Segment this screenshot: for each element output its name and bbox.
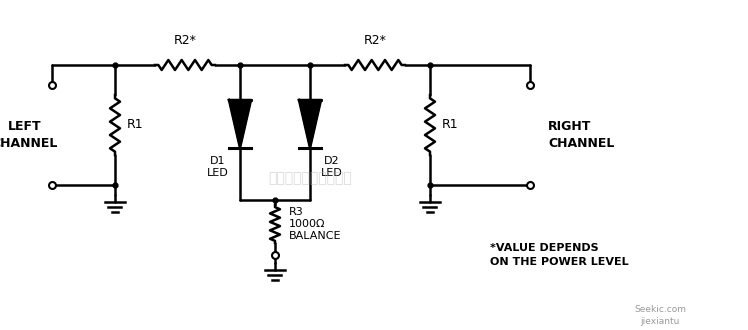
Text: Seekic.com: Seekic.com: [634, 306, 686, 314]
Polygon shape: [229, 100, 251, 148]
Text: R2*: R2*: [174, 34, 197, 47]
Polygon shape: [299, 100, 321, 148]
Text: R1: R1: [442, 118, 459, 131]
Text: D1
LED: D1 LED: [207, 156, 229, 178]
Text: LEFT
CHANNEL: LEFT CHANNEL: [0, 120, 58, 150]
Text: D2
LED: D2 LED: [321, 156, 343, 178]
Text: jiexiantu: jiexiantu: [640, 317, 680, 326]
Text: 杆州将睹科技有限公司: 杆州将睹科技有限公司: [268, 171, 352, 185]
Text: RIGHT
CHANNEL: RIGHT CHANNEL: [548, 120, 614, 150]
Text: R1: R1: [127, 118, 144, 131]
Text: *VALUE DEPENDS
ON THE POWER LEVEL: *VALUE DEPENDS ON THE POWER LEVEL: [490, 244, 628, 267]
Text: R2*: R2*: [364, 34, 387, 47]
Text: R3
1000Ω
BALANCE: R3 1000Ω BALANCE: [289, 207, 342, 242]
